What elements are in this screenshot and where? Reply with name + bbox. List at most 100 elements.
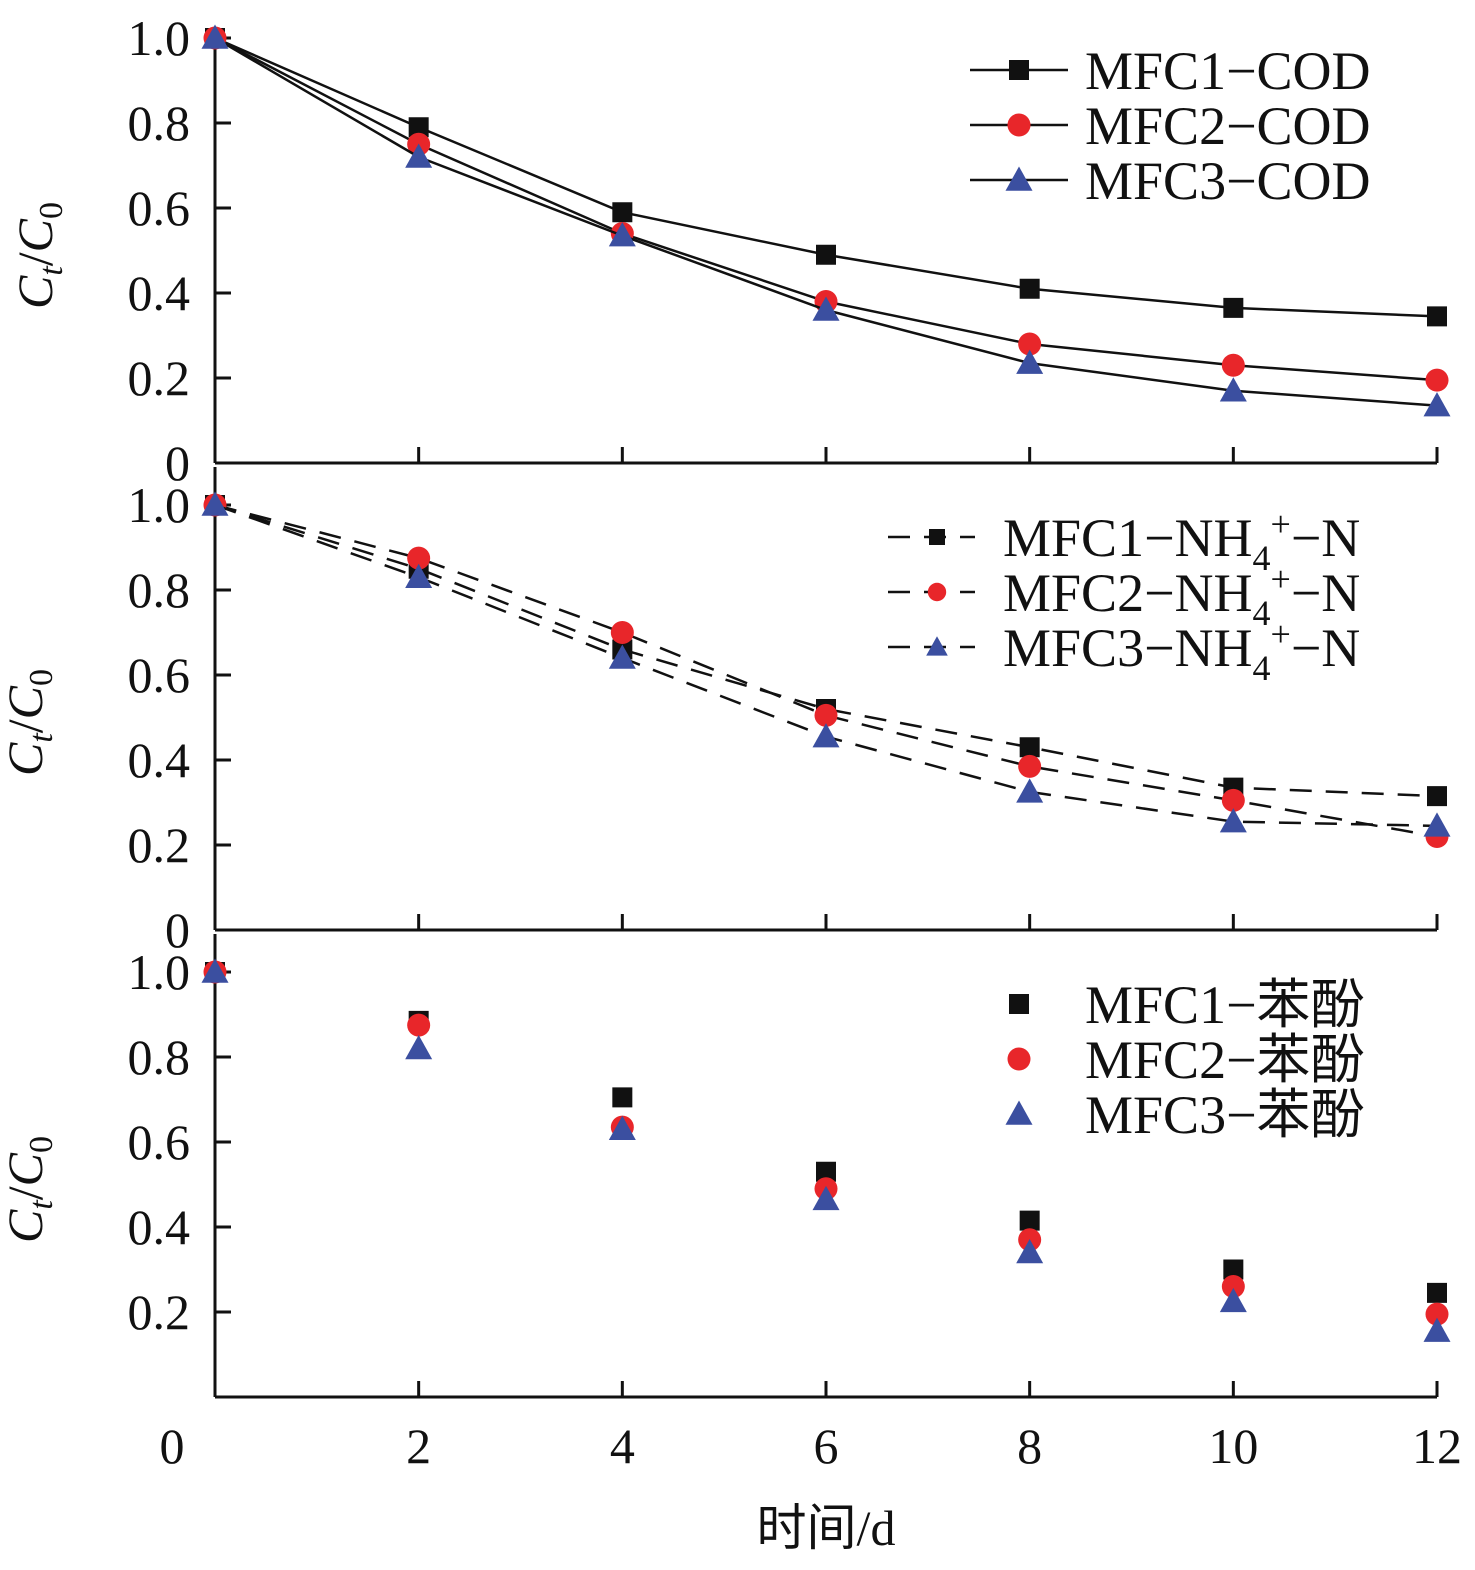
legend-entry: MFC2−苯酚 bbox=[1007, 1030, 1365, 1090]
data-point bbox=[1019, 1210, 1040, 1231]
data-point bbox=[405, 143, 433, 168]
data-point bbox=[816, 1161, 836, 1182]
legend-marker bbox=[926, 636, 948, 656]
data-point bbox=[408, 117, 429, 138]
legend-entry: MFC1−COD bbox=[970, 41, 1371, 101]
y-tick-label: 0.2 bbox=[128, 817, 191, 873]
y-tick-label: 0.2 bbox=[128, 1284, 191, 1340]
y-axis-title: Ct/C0 bbox=[0, 669, 60, 776]
data-point bbox=[1427, 786, 1447, 807]
y-tick-label: 0 bbox=[165, 435, 190, 491]
series-mfc3 bbox=[201, 491, 1451, 837]
y-tick-label: 1.0 bbox=[128, 477, 191, 533]
data-point bbox=[1221, 788, 1245, 812]
legend-entry: MFC2−NH4+−N bbox=[888, 559, 1360, 633]
data-point bbox=[407, 546, 431, 570]
legend-entry: MFC3−NH4+−N bbox=[888, 614, 1360, 688]
x-tick-label: 8 bbox=[1017, 1418, 1042, 1474]
y-tick-label: 0 bbox=[165, 902, 190, 958]
legend-marker bbox=[1007, 1047, 1031, 1071]
data-point bbox=[812, 723, 840, 748]
y-tick-label: 0.6 bbox=[128, 647, 191, 703]
legend-marker bbox=[1005, 166, 1033, 191]
data-point bbox=[608, 1115, 636, 1141]
data-point bbox=[1425, 368, 1449, 392]
data-point bbox=[1223, 1259, 1244, 1280]
legend-label: MFC1−NH4+−N bbox=[1003, 504, 1360, 578]
data-point bbox=[1016, 778, 1044, 803]
data-point bbox=[608, 222, 636, 247]
y-axis-title: Ct/C0 bbox=[0, 1136, 60, 1243]
legend-label: MFC2−苯酚 bbox=[1085, 1030, 1365, 1090]
data-point bbox=[1219, 377, 1247, 402]
legend-label: MFC3−NH4+−N bbox=[1003, 614, 1360, 688]
legend-label: MFC3−COD bbox=[1085, 151, 1371, 211]
series-mfc3 bbox=[201, 24, 1451, 417]
data-point bbox=[1427, 1282, 1447, 1303]
data-point bbox=[1221, 353, 1245, 377]
y-tick-label: 0.8 bbox=[128, 95, 191, 151]
legend-marker bbox=[929, 529, 945, 545]
legend-entry: MFC1−NH4+−N bbox=[888, 504, 1360, 578]
data-point bbox=[608, 644, 636, 669]
legend-label: MFC2−NH4+−N bbox=[1003, 559, 1360, 633]
y-tick-label: 0.6 bbox=[128, 1114, 191, 1170]
y-tick-label: 1.0 bbox=[128, 944, 191, 1000]
x-tick-label: 0 bbox=[160, 1418, 185, 1474]
legend-marker bbox=[1007, 113, 1031, 137]
x-tick-label: 6 bbox=[814, 1418, 839, 1474]
data-point bbox=[814, 703, 838, 727]
y-tick-label: 1.0 bbox=[128, 10, 191, 66]
data-point bbox=[1423, 392, 1451, 417]
legend-label: MFC3−苯酚 bbox=[1085, 1085, 1365, 1145]
data-point bbox=[1019, 737, 1040, 758]
x-tick-label: 2 bbox=[406, 1418, 431, 1474]
legend-marker bbox=[1009, 994, 1029, 1014]
legend-marker bbox=[1005, 1100, 1033, 1125]
data-point bbox=[1427, 306, 1447, 327]
data-point bbox=[1018, 754, 1042, 778]
data-point bbox=[1016, 349, 1044, 374]
legend-entry: MFC3−COD bbox=[970, 151, 1371, 211]
x-axis-title: 时间/d bbox=[757, 1500, 896, 1556]
data-point bbox=[1018, 332, 1042, 356]
data-point bbox=[201, 958, 229, 983]
legend-entry: MFC3−苯酚 bbox=[1005, 1085, 1365, 1145]
data-point bbox=[816, 244, 836, 265]
legend-marker bbox=[927, 582, 947, 602]
legend-marker bbox=[1009, 60, 1029, 80]
data-point bbox=[201, 24, 229, 49]
data-point bbox=[1019, 278, 1040, 299]
data-point bbox=[1423, 1317, 1451, 1342]
legend-label: MFC1−苯酚 bbox=[1085, 975, 1365, 1035]
data-point bbox=[1423, 812, 1451, 837]
y-axis-title: Ct/C0 bbox=[7, 202, 70, 309]
data-point bbox=[1425, 1302, 1449, 1326]
legend-label: MFC1−COD bbox=[1085, 41, 1371, 101]
legend-label: MFC2−COD bbox=[1085, 96, 1371, 156]
data-point bbox=[1223, 297, 1244, 318]
panel-1: 0 0.2 0.4 0.6 0.8 1.0 Ct/C0 MFC1−CODMFC2−CODMFC… bbox=[7, 10, 1451, 491]
y-tick-label: 0.6 bbox=[128, 180, 191, 236]
series-mfc3 bbox=[201, 958, 1451, 1342]
panel-3: 0.2 0.4 0.6 0.8 1.0 Ct/C0 MFC1−苯酚MFC2−苯酚MFC3−苯… bbox=[0, 934, 1462, 1556]
data-point bbox=[1016, 1239, 1044, 1264]
legend-entry: MFC1−苯酚 bbox=[1009, 975, 1365, 1035]
y-tick-label: 0.8 bbox=[128, 1029, 191, 1085]
y-tick-label: 0.4 bbox=[128, 732, 191, 788]
data-point bbox=[407, 1013, 431, 1037]
data-point bbox=[812, 296, 840, 321]
data-point bbox=[1221, 1275, 1245, 1298]
y-tick-label: 0.4 bbox=[128, 265, 191, 321]
x-tick-label: 4 bbox=[610, 1418, 635, 1474]
y-tick-label: 0.4 bbox=[128, 1199, 191, 1255]
data-point bbox=[1219, 1287, 1247, 1313]
data-point bbox=[1219, 808, 1247, 833]
panel-2: 0 0.2 0.4 0.6 0.8 1.0 Ct/C0 MFC1−NH4+−NMFC2−NH4… bbox=[0, 467, 1451, 958]
data-point bbox=[812, 1185, 840, 1211]
x-tick-label: 12 bbox=[1412, 1418, 1462, 1474]
data-point bbox=[610, 621, 634, 644]
data-point bbox=[201, 491, 229, 516]
series-mfc2 bbox=[203, 960, 1449, 1326]
